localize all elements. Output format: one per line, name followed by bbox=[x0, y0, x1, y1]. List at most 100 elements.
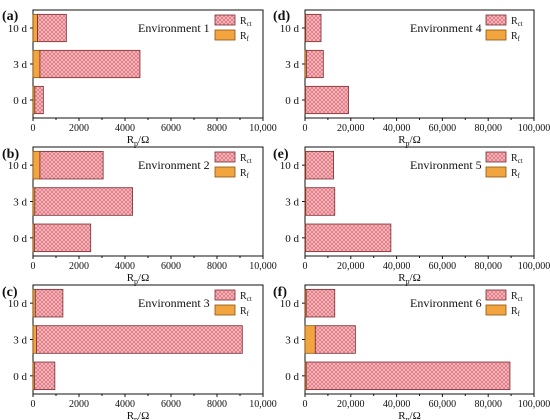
y-tick-label: 0 d bbox=[13, 95, 27, 107]
legend-label-main: R bbox=[240, 306, 247, 317]
chart-panel-3: 10 d 3 d 0 d 0 2000 4000 6000 8000 10,000 Rp/Ω (c)… bbox=[2, 284, 277, 420]
x-tick-label: 4000 bbox=[115, 261, 135, 272]
legend-label: Rf bbox=[240, 31, 250, 43]
bar-rct-0d bbox=[305, 223, 392, 253]
x-tick-label: 80,000 bbox=[474, 399, 502, 410]
legend-label-sub: f bbox=[247, 172, 250, 180]
panel-label: (f) bbox=[273, 285, 287, 300]
x-axis-label: Rp/Ω bbox=[398, 134, 421, 148]
x-tick-label: 8000 bbox=[207, 399, 227, 410]
chart-panel-6: 10 d 3 d 0 d 0 20,000 40,000 60,000 80,000 100,0… bbox=[273, 284, 550, 420]
legend-label: Rct bbox=[240, 153, 252, 165]
legend-label: Rct bbox=[511, 153, 523, 165]
y-tick-label: 0 d bbox=[285, 233, 299, 245]
legend-label: Rct bbox=[511, 291, 523, 303]
x-axis-label: Rp/Ω bbox=[127, 272, 150, 286]
legend-swatch-rf bbox=[214, 304, 236, 316]
legend-label-main: R bbox=[511, 31, 518, 42]
x-tick-label: 60,000 bbox=[429, 261, 457, 272]
bar-rct-0d bbox=[305, 361, 511, 391]
x-tick-label: 20,000 bbox=[337, 399, 365, 410]
environment-label: Environment 4 bbox=[410, 21, 482, 35]
legend-swatch-rf bbox=[485, 304, 507, 316]
legend-swatch-rct bbox=[214, 151, 236, 163]
x-axis-label: Rp/Ω bbox=[127, 134, 150, 148]
x-axis-label-sub: p bbox=[134, 139, 138, 148]
x-tick-label: 0 bbox=[31, 123, 36, 134]
legend-label-main: R bbox=[511, 153, 518, 164]
x-axis-label: Rp/Ω bbox=[398, 410, 421, 420]
x-tick-label: 2000 bbox=[69, 123, 89, 134]
environment-label: Environment 1 bbox=[138, 21, 210, 35]
y-tick-label: 3 d bbox=[285, 335, 299, 347]
x-tick-label: 10,000 bbox=[249, 261, 277, 272]
y-tick-label: 10 d bbox=[8, 298, 28, 310]
x-tick-label: 40,000 bbox=[383, 261, 411, 272]
y-tick-label: 0 d bbox=[285, 371, 299, 383]
legend-label-sub: ct bbox=[247, 20, 252, 28]
x-axis-label-main: R bbox=[127, 410, 135, 420]
environment-label: Environment 2 bbox=[138, 158, 210, 172]
x-axis-label-unit: /Ω bbox=[138, 410, 149, 420]
x-tick-label: 10,000 bbox=[249, 123, 277, 134]
y-tick-label: 10 d bbox=[8, 160, 28, 172]
legend-label-main: R bbox=[240, 31, 247, 42]
x-tick-label: 8000 bbox=[207, 123, 227, 134]
legend-label: Rct bbox=[240, 16, 252, 28]
legend-label-sub: ct bbox=[518, 295, 523, 303]
y-tick-label: 3 d bbox=[13, 197, 27, 209]
bar-rct-10d bbox=[37, 13, 67, 43]
bar-rct-0d bbox=[34, 85, 44, 115]
legend-swatch-rct bbox=[485, 14, 507, 26]
bar-rct-3d bbox=[39, 49, 141, 79]
y-tick-label: 10 d bbox=[280, 23, 300, 35]
panel-label: (a) bbox=[2, 9, 19, 24]
legend-label: Rct bbox=[240, 291, 252, 303]
bar-rct-3d bbox=[305, 49, 324, 79]
bar-rf-3d bbox=[32, 325, 37, 354]
x-tick-label: 0 bbox=[303, 261, 308, 272]
bar-rct-3d bbox=[314, 325, 356, 354]
x-tick-label: 80,000 bbox=[474, 261, 502, 272]
bar-rf-3d bbox=[304, 325, 316, 354]
x-tick-label: 6000 bbox=[161, 399, 181, 410]
x-tick-label: 100,000 bbox=[518, 261, 550, 272]
panel-label: (b) bbox=[2, 147, 19, 162]
bar-rct-3d bbox=[305, 187, 336, 216]
x-axis-label-unit: /Ω bbox=[410, 410, 421, 420]
bar-rct-3d bbox=[34, 187, 133, 216]
bar-rct-3d bbox=[36, 325, 243, 354]
x-axis-label-main: R bbox=[398, 272, 406, 284]
legend-label: Rf bbox=[511, 31, 521, 43]
legend-swatch-rct bbox=[214, 14, 236, 26]
bar-rct-0d bbox=[305, 85, 349, 115]
legend-label: Rf bbox=[240, 306, 250, 318]
x-axis-label-main: R bbox=[398, 134, 406, 146]
legend-swatch-rct bbox=[485, 289, 507, 301]
x-tick-label: 20,000 bbox=[337, 261, 365, 272]
legend-label-main: R bbox=[511, 168, 518, 179]
x-tick-label: 100,000 bbox=[518, 123, 550, 134]
y-tick-label: 3 d bbox=[285, 59, 299, 71]
legend-label-sub: f bbox=[518, 172, 521, 180]
bar-rct-0d bbox=[33, 223, 92, 253]
y-tick-label: 3 d bbox=[13, 335, 27, 347]
legend-swatch-rf bbox=[485, 166, 507, 178]
bar-rct-10d bbox=[305, 150, 335, 180]
x-axis-label-main: R bbox=[127, 272, 135, 284]
x-tick-label: 60,000 bbox=[429, 399, 457, 410]
x-axis-label-unit: /Ω bbox=[410, 134, 421, 146]
y-tick-label: 0 d bbox=[285, 95, 299, 107]
x-tick-label: 2000 bbox=[69, 399, 89, 410]
bar-rct-10d bbox=[305, 13, 322, 43]
y-tick-label: 0 d bbox=[13, 371, 27, 383]
environment-label: Environment 6 bbox=[410, 296, 482, 310]
panel-label: (c) bbox=[2, 285, 18, 300]
x-axis-label-sub: p bbox=[406, 139, 410, 148]
bar-rct-10d bbox=[34, 288, 64, 318]
x-axis-label-sub: p bbox=[134, 415, 138, 420]
legend-label: Rf bbox=[511, 168, 521, 180]
bar-rf-10d bbox=[32, 150, 41, 180]
x-tick-label: 4000 bbox=[115, 399, 135, 410]
